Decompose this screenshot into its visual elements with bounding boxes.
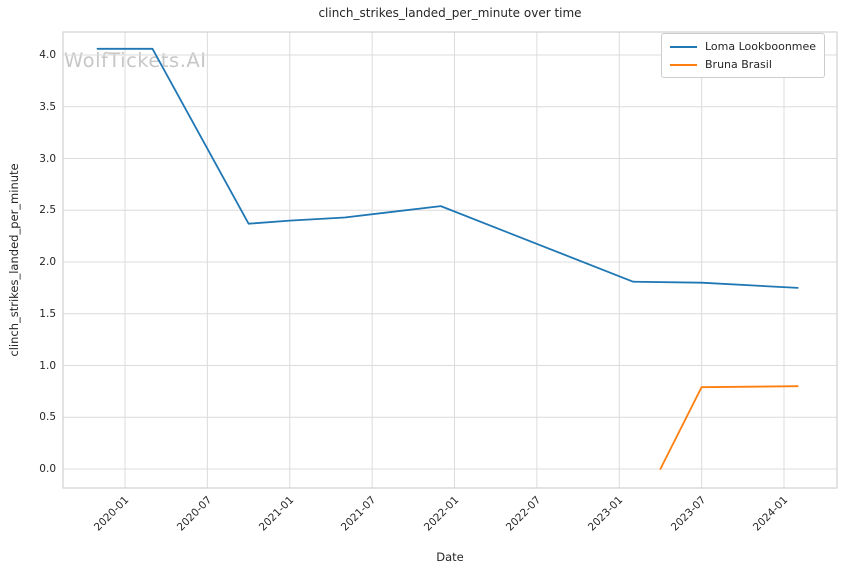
legend-item: Loma Lookboonmee	[670, 40, 816, 53]
y-axis-label: clinch_strikes_landed_per_minute	[7, 163, 21, 357]
y-tick-label: 0.0	[39, 463, 56, 475]
y-tick-label: 2.0	[39, 256, 56, 268]
legend-label: Bruna Brasil	[705, 58, 772, 71]
y-tick-label: 3.5	[39, 100, 56, 113]
legend-line-swatch-blue	[670, 45, 697, 48]
legend-label: Loma Lookboonmee	[705, 40, 817, 53]
legend-line-swatch-orange	[670, 63, 697, 66]
y-tick-label: 1.0	[39, 359, 56, 372]
y-tick-label: 3.0	[39, 152, 56, 165]
y-tick-label: 2.5	[39, 204, 56, 217]
legend-item: Bruna Brasil	[670, 58, 816, 71]
chart-title: clinch_strikes_landed_per_minute over ti…	[318, 6, 582, 20]
x-axis-label: Date	[436, 550, 464, 564]
y-tick-label: 1.5	[39, 307, 56, 320]
y-tick-label: 4.0	[39, 49, 56, 61]
y-tick-label: 0.5	[39, 411, 56, 424]
legend: Loma Lookboonmee Bruna Brasil	[661, 33, 825, 78]
